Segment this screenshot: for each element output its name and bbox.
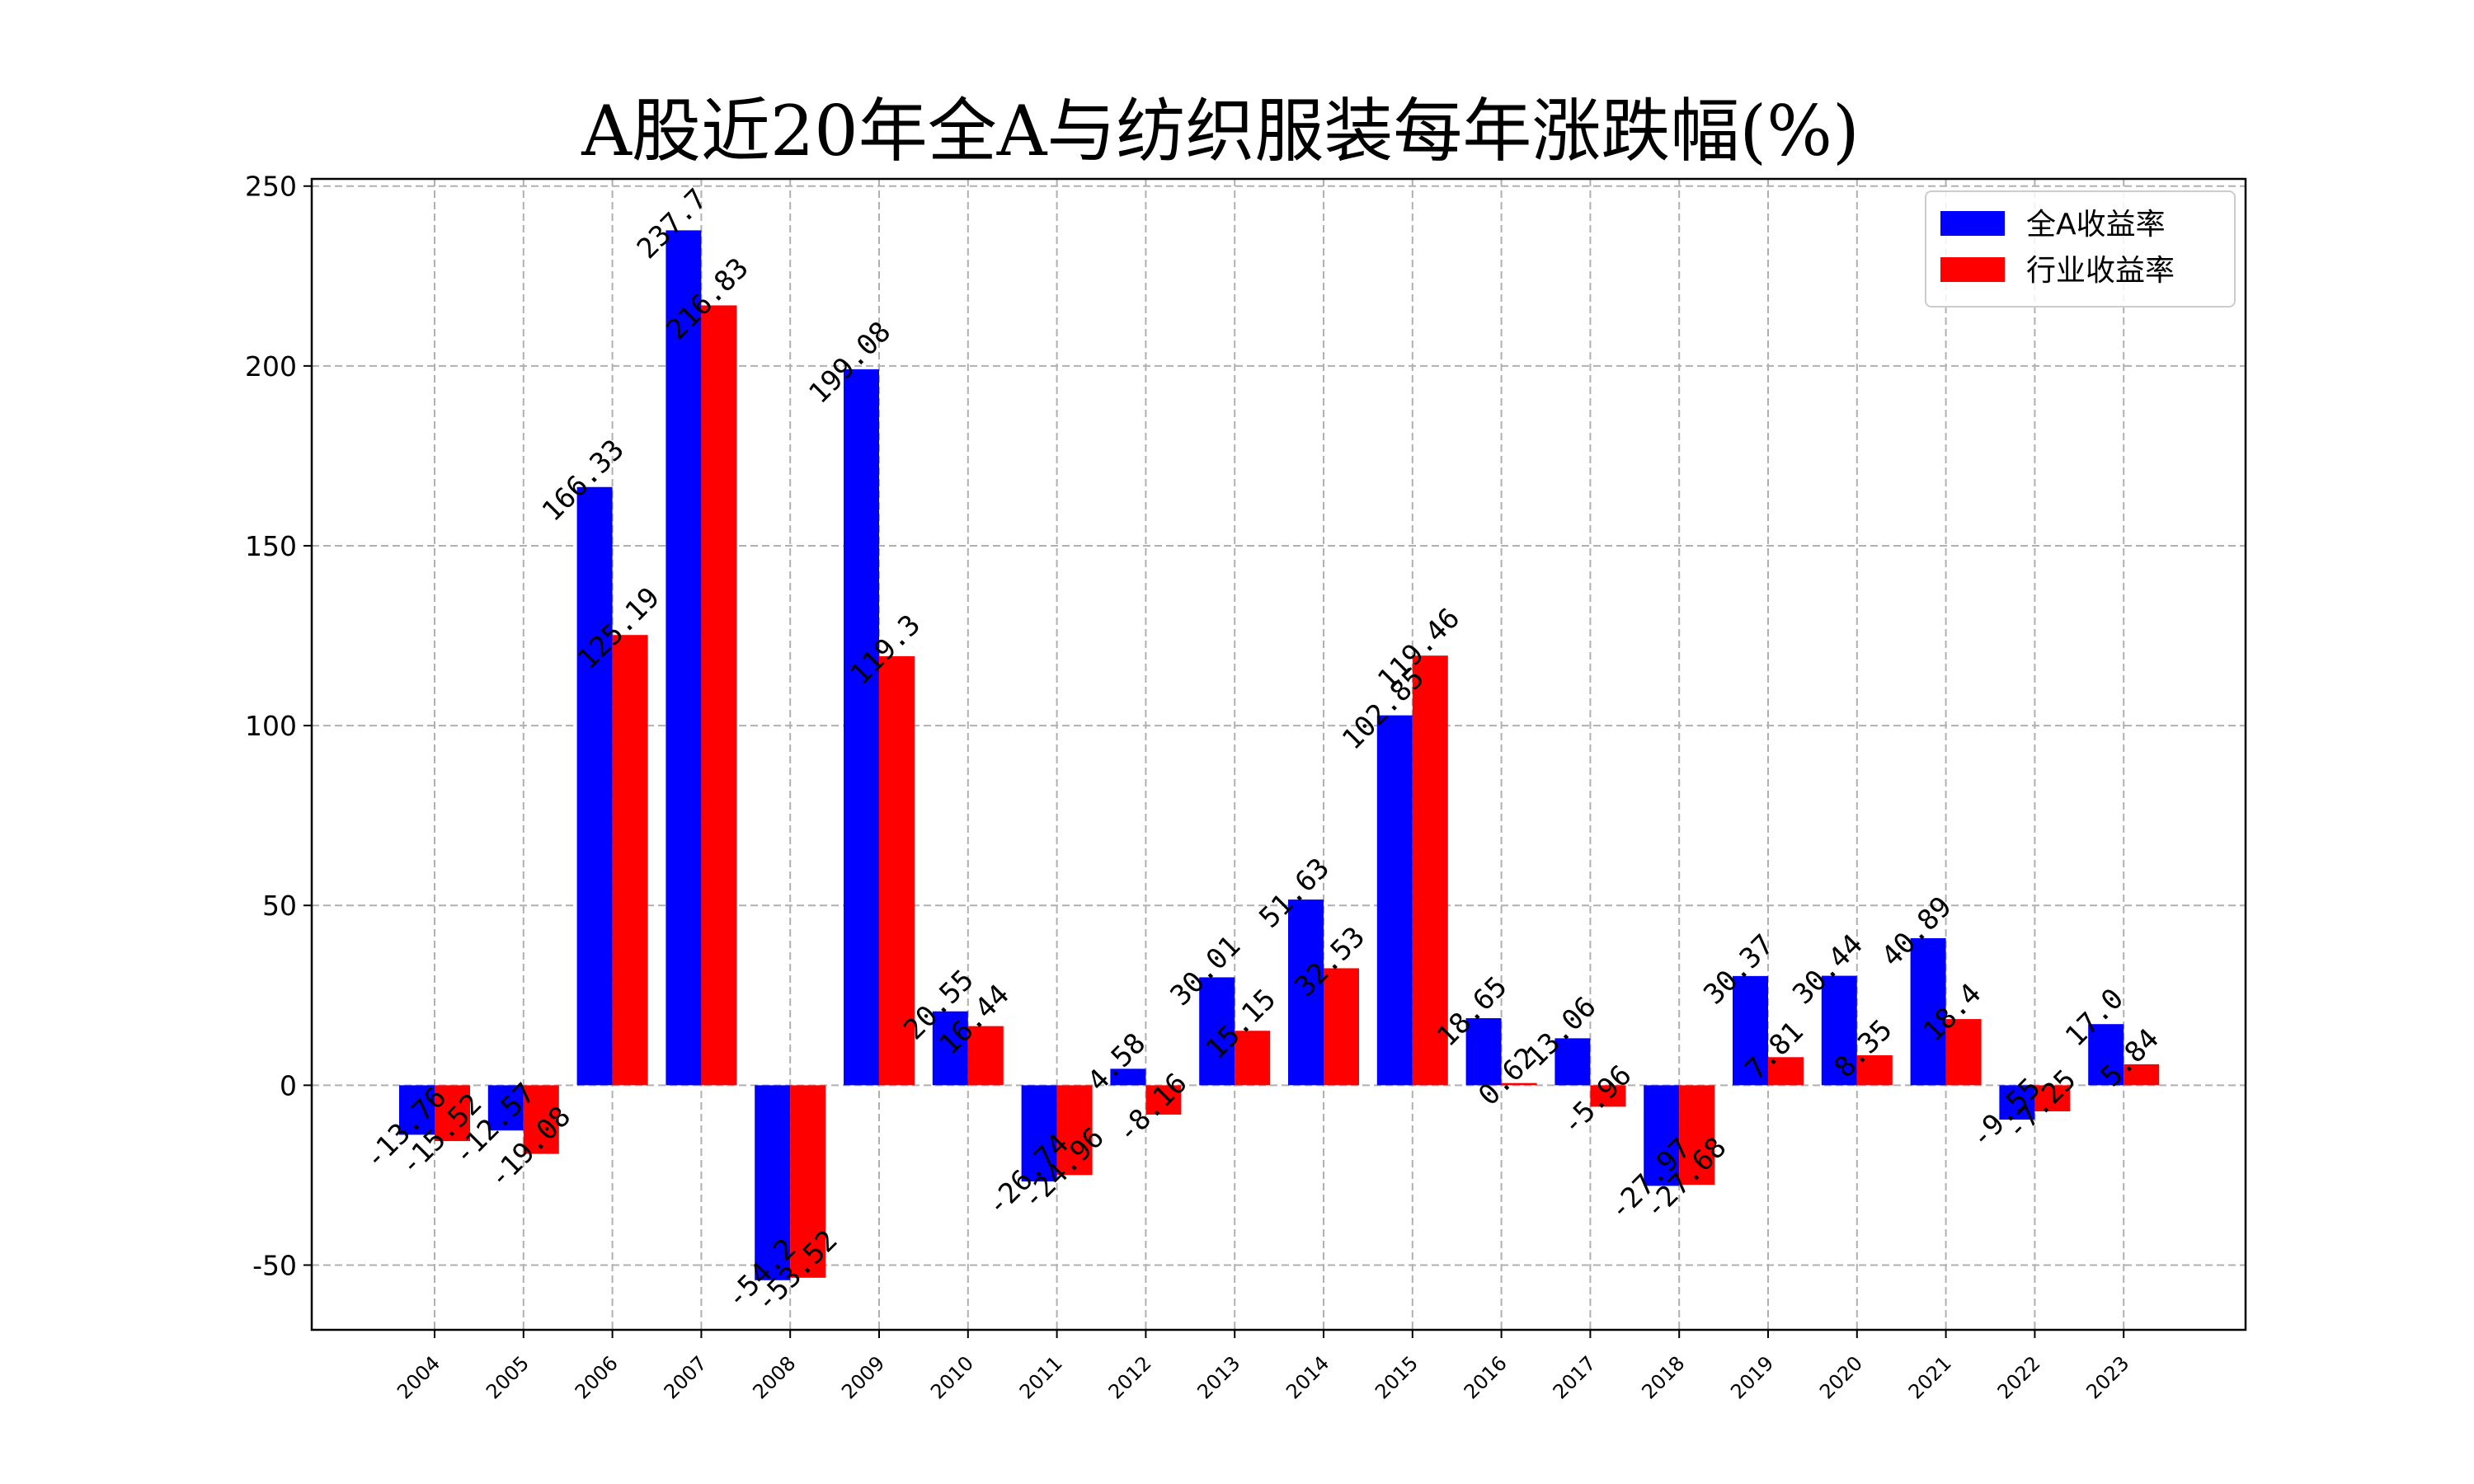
bar-series-2 [523,1085,559,1154]
plot-frame [310,177,2247,1331]
bar-series-1 [844,369,879,1086]
legend-label: 行业收益率 [2026,254,2175,288]
x-tick-label: 2014 [1282,1351,1333,1403]
x-tick-label: 2012 [1104,1351,1156,1403]
y-axis: -50 0 50 100 150 200 250 [245,171,312,1281]
bar-series-2 [967,1026,1004,1086]
bar-series-2 [1945,1019,1982,1086]
bar-series-2 [1768,1057,1804,1086]
bar-series-2 [435,1085,470,1142]
y-tick-label: 200 [245,350,297,383]
x-tick-label: 2004 [393,1351,444,1403]
bar-series-2 [701,305,737,1086]
bar-series-2 [1501,1082,1537,1086]
bar-series-1 [2088,1024,2124,1086]
bar-series-1 [666,230,702,1086]
x-tick-label: 2019 [1726,1351,1778,1403]
bar-series-1 [1910,937,1946,1086]
x-tick-label: 2005 [482,1351,534,1403]
y-tick-label: -50 [252,1249,297,1281]
x-tick-label: 2006 [571,1351,623,1403]
x-tick-label: 2015 [1371,1351,1423,1403]
bar-series-1 [487,1085,524,1131]
x-tick-label: 2021 [1904,1351,1956,1403]
bars [399,230,2160,1280]
bar-series-1 [932,1011,968,1086]
bar-series-1 [1288,899,1324,1086]
bar-series-2 [2034,1085,2071,1111]
bar-series-2 [1145,1085,1182,1115]
x-tick-label: 2010 [926,1351,978,1403]
bar-series-2 [879,655,915,1086]
x-tick-label: 2016 [1460,1351,1512,1403]
y-tick-label: 150 [245,530,297,562]
bar-series-1 [576,486,613,1086]
bar-series-2 [1590,1085,1626,1107]
bar-series-1 [1376,715,1413,1086]
legend-label: 全A收益率 [2026,208,2166,242]
x-tick-label: 2013 [1192,1351,1244,1403]
y-tick-label: 0 [280,1069,297,1101]
bar-series-1 [1465,1017,1502,1086]
x-tick-label: 2007 [660,1351,712,1403]
bar-series-1 [1821,975,1857,1086]
bar-series-2 [1412,655,1448,1086]
bar-series-2 [1324,968,1359,1086]
x-tick-label: 2011 [1015,1351,1067,1403]
x-tick-label: 2009 [837,1351,889,1403]
grid [312,179,2246,1330]
bar-series-1 [1644,1085,1680,1186]
x-tick-label: 2022 [1993,1351,2045,1403]
bar-series-1 [1199,977,1235,1086]
bar-series-1 [1554,1038,1591,1086]
bar-series-2 [790,1085,826,1278]
x-tick-label: 2020 [1815,1351,1867,1403]
x-tick-label: 2017 [1549,1351,1601,1403]
bar-series-2 [1856,1054,1893,1086]
bar-series-1 [1999,1085,2035,1120]
y-tick-label: 50 [262,890,297,922]
legend-swatch [1940,211,2005,236]
x-tick-label: 2023 [2081,1351,2133,1403]
legend-swatch [1940,257,2005,282]
bar-series-1 [1021,1085,1057,1182]
bar-series-2 [1235,1031,1271,1086]
bar-series-2 [1679,1085,1715,1186]
y-tick-label: 100 [245,710,297,742]
chart-title: A股近20年全A与纺织服装每年涨跌幅(%) [581,91,1860,171]
x-tick-label: 2018 [1637,1351,1689,1403]
bar-series-1 [755,1085,791,1280]
bar-series-1 [1110,1068,1146,1086]
bar-series-1 [1733,975,1768,1086]
bar-series-2 [1056,1085,1093,1176]
bar-series-2 [2124,1064,2160,1086]
x-tick-label: 2008 [748,1351,800,1403]
x-axis: 2004 2005 2006 2007 2008 2009 2010 2011 2012 2013… [393,1330,2133,1403]
y-tick-label: 250 [245,171,297,203]
bar-series-1 [399,1085,435,1135]
bar-series-2 [612,635,648,1086]
